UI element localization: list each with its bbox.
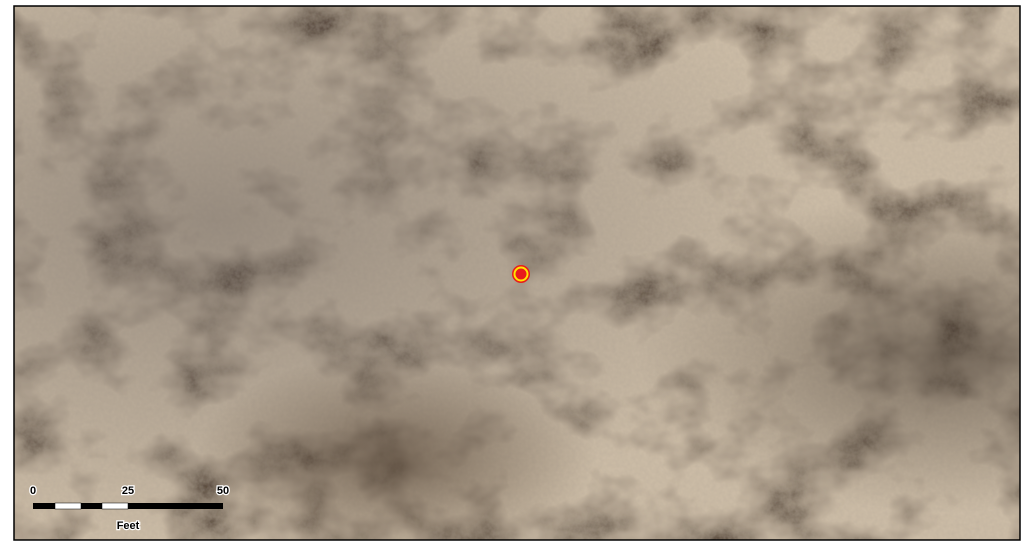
scale-tick-label: 0 xyxy=(30,485,36,497)
scale-tick-label: 50 xyxy=(217,485,229,497)
location-marker-center xyxy=(517,270,525,278)
scale-segment xyxy=(54,502,82,510)
scale-segment xyxy=(81,503,102,509)
map-frame xyxy=(13,5,1021,541)
scale-segment xyxy=(128,503,223,509)
scale-segment xyxy=(101,502,129,510)
location-marker-ring xyxy=(513,266,529,282)
scale-unit: Feet xyxy=(117,520,140,532)
scale-tick-label: 25 xyxy=(122,485,134,497)
scale-bar: Feet 0 25 50 xyxy=(29,484,231,534)
scale-segment xyxy=(33,503,55,509)
